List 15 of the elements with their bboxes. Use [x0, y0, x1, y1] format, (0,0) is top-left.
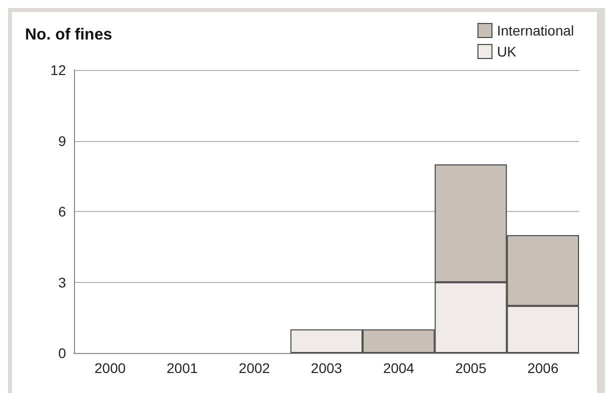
- y-tick-label: 6: [58, 204, 66, 220]
- y-tick-label: 0: [58, 345, 66, 361]
- x-tick-label: 2001: [166, 360, 198, 376]
- x-tick-label: 2005: [455, 360, 487, 376]
- x-tick-label: 2002: [238, 360, 270, 376]
- x-tick-label: 2003: [310, 360, 342, 376]
- x-tick-label: 2006: [527, 360, 559, 376]
- chart-title: No. of fines: [25, 26, 112, 44]
- legend-label: UK: [496, 44, 518, 60]
- y-tick-label: 12: [50, 62, 66, 78]
- y-tick-label: 9: [58, 132, 66, 149]
- y-tick-label: 3: [58, 274, 66, 290]
- x-tick-label: 2004: [383, 360, 414, 376]
- x-tick-label: 2000: [94, 360, 126, 376]
- legend-label: International: [496, 22, 574, 38]
